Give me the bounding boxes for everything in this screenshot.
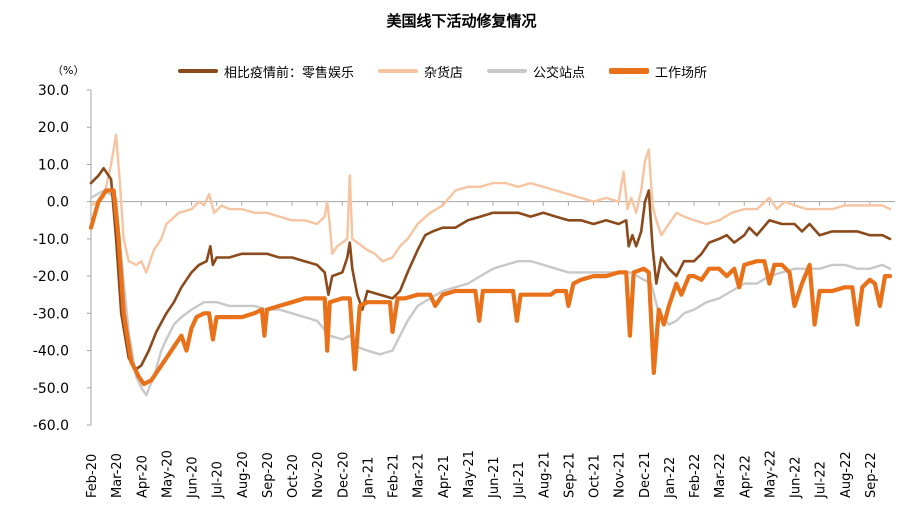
- series-line-transit: [89, 189, 892, 397]
- x-tick-label: Feb-20: [85, 454, 100, 498]
- x-tick-label: May-21: [462, 450, 477, 498]
- legend-item-workplace: 工作场所: [609, 62, 707, 81]
- y-tick-label: -60.0: [33, 418, 69, 434]
- x-tick-label: Apr-21: [437, 455, 452, 498]
- y-tick-label: -50.0: [33, 381, 69, 397]
- x-tick-label: Mar-22: [713, 453, 728, 498]
- y-tick-label: -40.0: [33, 344, 69, 360]
- legend-label-workplace: 工作场所: [655, 65, 708, 81]
- series-line-retail: [89, 166, 892, 371]
- x-tick-label: May-20: [160, 450, 175, 498]
- legend-swatch-workplace: [609, 68, 650, 74]
- legend-swatch-grocery: [378, 69, 419, 73]
- x-tick-label: Jun-21: [487, 456, 502, 499]
- x-tick-label: Jul-20: [211, 461, 226, 499]
- x-tick-label: Jan-21: [361, 457, 376, 499]
- series-line-workplace: [88, 188, 893, 387]
- x-tick-label: Jul-21: [512, 461, 527, 499]
- y-axis-unit-label: （%）: [52, 64, 85, 77]
- x-tick-label: Sep-20: [261, 452, 276, 498]
- x-tick-label: Apr-20: [135, 455, 150, 498]
- x-tick-label: Oct-21: [588, 454, 603, 498]
- legend-label-grocery: 杂货店: [424, 65, 464, 81]
- x-tick-label: Apr-22: [738, 455, 753, 498]
- y-tick-label: -10.0: [33, 232, 69, 248]
- x-tick-label: Mar-21: [412, 453, 427, 498]
- x-tick-label: Jan-22: [663, 457, 678, 499]
- x-tick-label: Jun-22: [789, 456, 804, 499]
- y-tick-label: 10.0: [38, 157, 69, 173]
- y-tick-label: -20.0: [33, 269, 69, 285]
- y-tick-label: 0.0: [47, 195, 69, 211]
- x-tick-label: Sep-21: [562, 452, 577, 498]
- x-tick-label: Oct-20: [286, 454, 301, 498]
- legend-swatch-transit: [487, 69, 528, 73]
- y-tick-label: -30.0: [33, 306, 69, 322]
- x-tick-label: Nov-20: [311, 452, 326, 498]
- x-tick-label: Aug-20: [236, 451, 251, 498]
- series-line-grocery: [89, 133, 892, 274]
- x-tick-label: Dec-20: [336, 452, 351, 498]
- legend: 相比疫情前：零售娱乐 杂货店 公交站点 工作场所: [178, 62, 731, 81]
- chart-title: 美国线下活动修复情况: [386, 12, 537, 30]
- legend-label-retail: 相比疫情前：零售娱乐: [224, 65, 355, 81]
- legend-item-transit: 公交站点: [487, 62, 585, 81]
- x-tick-label: Feb-22: [688, 454, 703, 498]
- x-tick-label: Aug-22: [839, 451, 854, 498]
- x-tick-label: Jul-22: [814, 461, 829, 499]
- legend-item-grocery: 杂货店: [378, 62, 463, 81]
- legend-swatch-retail: [178, 69, 218, 73]
- legend-item-retail: 相比疫情前：零售娱乐: [178, 62, 354, 81]
- x-tick-label: Feb-21: [387, 454, 402, 498]
- x-tick-label: Sep-22: [864, 452, 879, 498]
- x-tick-label: Aug-21: [537, 451, 552, 498]
- x-tick-label: Nov-21: [613, 452, 628, 498]
- x-tick-label: Mar-20: [110, 453, 125, 498]
- x-tick-label: Jun-20: [186, 456, 201, 499]
- legend-label-transit: 公交站点: [533, 65, 586, 81]
- y-tick-label: 20.0: [38, 120, 69, 136]
- x-tick-label: May-22: [763, 450, 778, 498]
- x-tick-label: Dec-21: [638, 452, 653, 498]
- y-tick-label: 30.0: [38, 83, 69, 99]
